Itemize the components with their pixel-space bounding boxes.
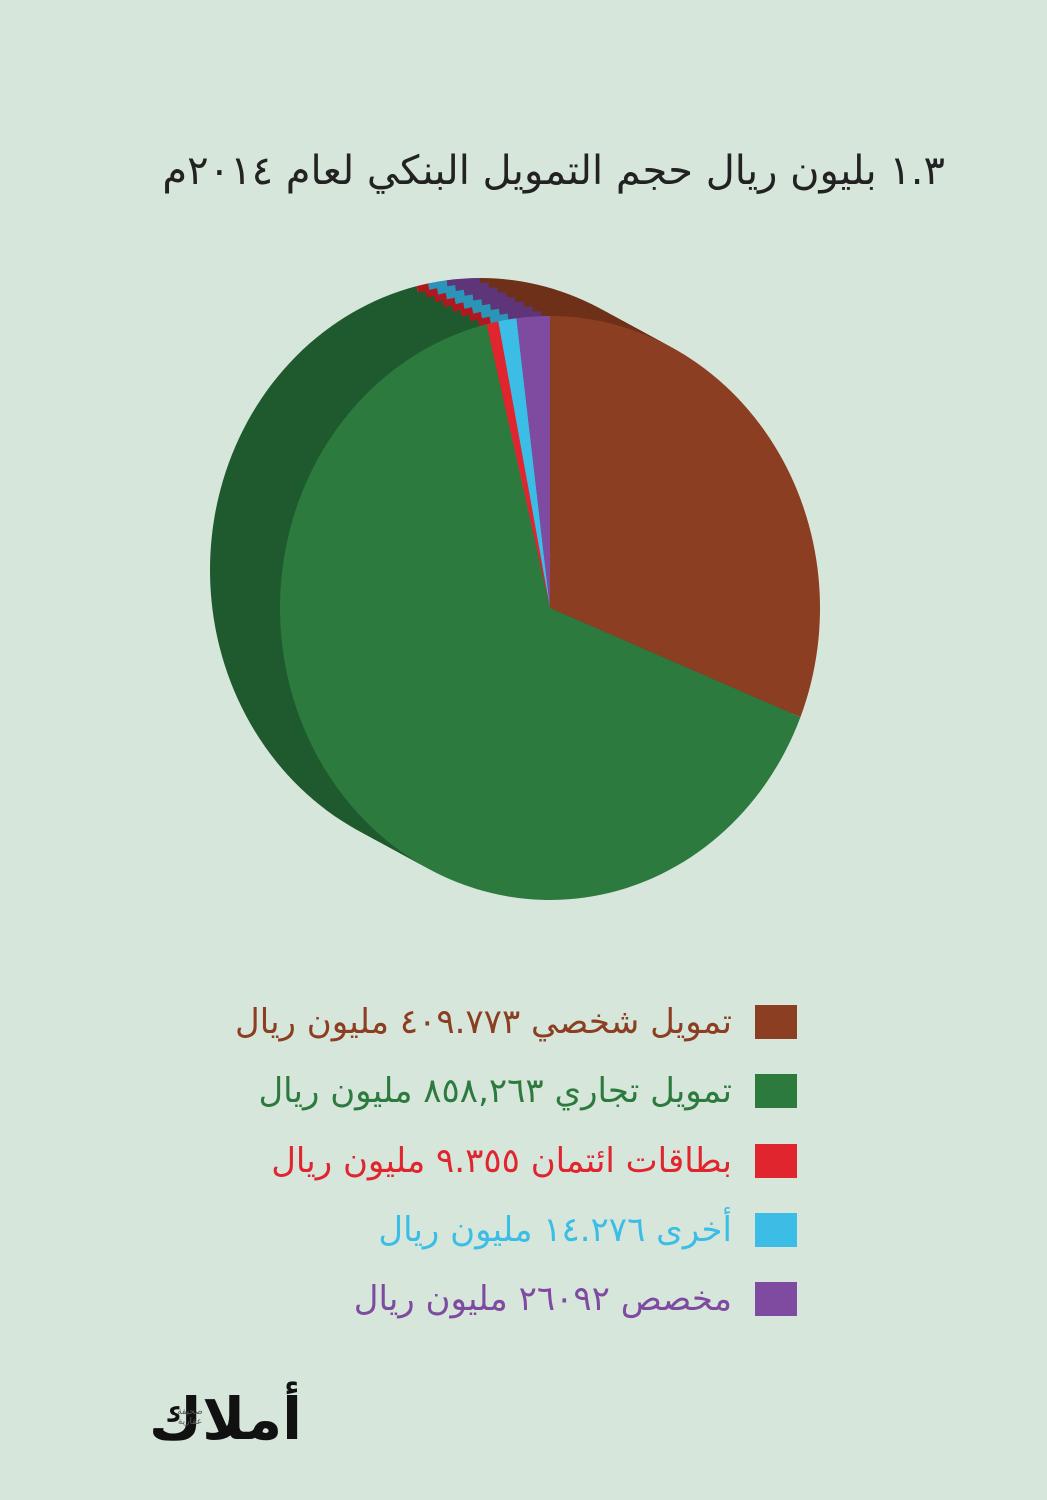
legend-entry: تمويل تجاري ٨٥٨,٢٦٣ مليون ريال [258, 1071, 732, 1111]
legend-swatch [755, 1212, 797, 1247]
value-label: ٨٥٨,٢٦٣ مليون ريال [258, 1071, 544, 1112]
pie-slice [486, 321, 550, 608]
chart-title: ١.٣ بليون ريال حجم التمويل البنكي لعام ٢… [162, 148, 945, 194]
legend-label: تمويل شخصي [531, 1002, 732, 1042]
legend-swatch [755, 1143, 797, 1178]
legend-label: مخصص [620, 1279, 732, 1320]
legend-entry: بطاقات ائتمان ٩.٣٥٥ مليون ريال [271, 1141, 732, 1181]
value-label: ٤٠٩.٧٧٣ مليون ريال [235, 1002, 521, 1042]
value-label: ٩.٣٥٥ مليون ريال [271, 1140, 520, 1181]
legend-swatch [755, 1282, 797, 1317]
legend-swatch [755, 1005, 797, 1039]
logo-subtitle: صحيفة عقارية [177, 1407, 203, 1427]
legend-entry: تمويل شخصي ٤٠٩.٧٧٣ مليون ريال [235, 1002, 732, 1042]
legend-swatch [755, 1074, 797, 1109]
pie-slice [550, 316, 820, 718]
value-label: ١٤.٢٧٦ مليون ريال [378, 1209, 646, 1250]
pie-slice [279, 324, 801, 900]
legend-entry: أخرى ١٤.٢٧٦ مليون ريال [378, 1210, 732, 1250]
pie-slice [498, 318, 550, 608]
pie-slice [516, 316, 550, 608]
value-label: ٢٦٠٩٢ مليون ريال [353, 1279, 610, 1320]
legend-label: تمويل تجاري [554, 1071, 732, 1112]
legend-label: أخرى [656, 1209, 732, 1250]
legend-label: بطاقات ائتمان [530, 1140, 732, 1181]
logo: أملاك صحيفة عقارية [72, 1385, 312, 1465]
logo-name: أملاك [149, 1385, 302, 1453]
legend-entry: مخصص ٢٦٠٩٢ مليون ريال [354, 1279, 732, 1319]
